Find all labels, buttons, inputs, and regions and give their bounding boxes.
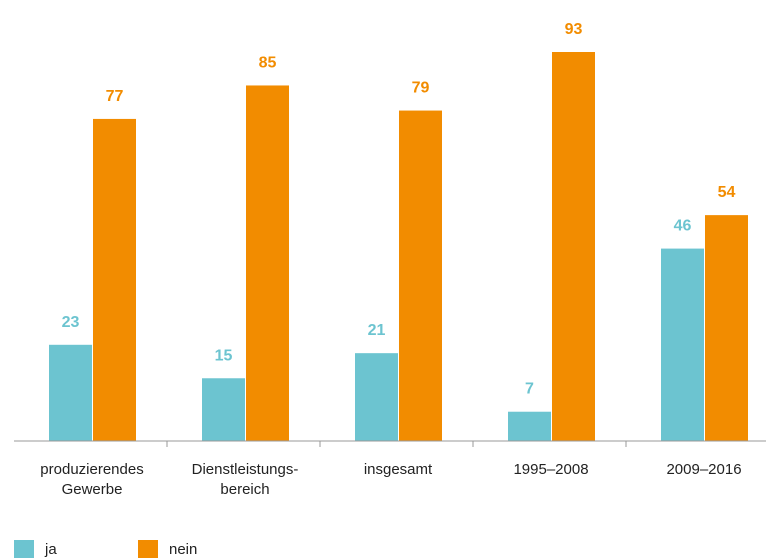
x-tick-label: 1995–2008 [513, 461, 588, 478]
legend-swatch [14, 540, 34, 558]
bar [399, 110, 442, 441]
value-label: 54 [718, 184, 736, 201]
x-tick-label: produzierendes Gewerbe [40, 461, 143, 498]
legend-swatch [138, 540, 158, 558]
value-label: 77 [106, 88, 124, 105]
bar [508, 411, 551, 441]
bar [202, 378, 245, 441]
value-label: 46 [674, 218, 692, 235]
bar [552, 52, 595, 441]
x-tick-label: insgesamt [364, 461, 433, 478]
value-label: 15 [215, 347, 233, 364]
bar [705, 215, 748, 441]
value-label: 85 [259, 54, 277, 71]
value-label: 79 [412, 80, 430, 97]
bar [246, 85, 289, 441]
value-label: 21 [368, 322, 386, 339]
value-label: 23 [62, 314, 80, 331]
bar [93, 118, 136, 441]
x-tick-label: 2009–2016 [666, 461, 741, 478]
bar [355, 353, 398, 441]
x-tick-label: Dienstleistungs-bereich [192, 461, 299, 498]
legend-label: nein [169, 541, 197, 558]
bar [661, 248, 704, 441]
legend-label: ja [44, 541, 57, 558]
value-label: 93 [565, 21, 583, 38]
value-label: 7 [525, 381, 534, 398]
bar [49, 344, 92, 441]
